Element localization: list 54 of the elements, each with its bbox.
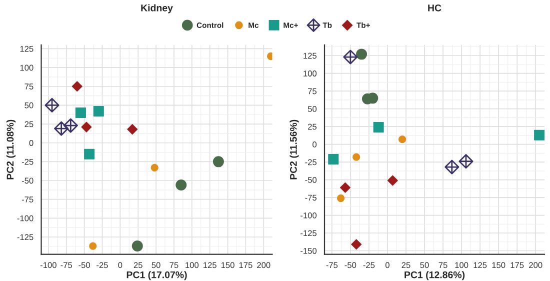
y-tick-label: -25 <box>22 158 34 165</box>
x-tick-label: -50 <box>78 262 90 268</box>
chart-title: Kidney <box>141 4 173 14</box>
x-tick-label: 200 <box>257 262 270 268</box>
x-tick-label: -100 <box>40 262 56 268</box>
x-tick-label: 50 <box>152 262 160 268</box>
x-tick-label: 0 <box>118 262 122 268</box>
x-tick-label: 50 <box>420 262 429 268</box>
x-axis-title: PC1 (12.86%) <box>404 271 465 280</box>
y-tick-label: -125 <box>17 234 34 240</box>
x-tick-label: 200 <box>529 262 542 268</box>
y-tick-label: 0 <box>29 140 34 146</box>
x-tick-label: 175 <box>239 262 252 268</box>
x-tick-label: -75 <box>60 262 72 268</box>
x-tick-label: 175 <box>510 262 524 268</box>
x-tick-label: 75 <box>170 262 178 268</box>
chart-title: HC <box>428 4 442 12</box>
y-tick-label: -75 <box>305 194 317 201</box>
x-tick-label: 150 <box>221 262 234 268</box>
y-tick-label: -100 <box>17 215 34 222</box>
y-tick-label: -150 <box>300 248 317 254</box>
x-tick-label: -25 <box>96 262 108 268</box>
y-tick-label: 125 <box>304 52 317 59</box>
y-tick-label: -75 <box>22 196 34 202</box>
y-tick-label: 0 <box>312 142 317 148</box>
x-tick-label: -50 <box>344 262 356 268</box>
x-tick-label: 75 <box>438 262 448 268</box>
y-tick-label: -25 <box>305 159 317 166</box>
x-tick-label: 25 <box>402 262 410 268</box>
x-tick-label: 100 <box>186 262 199 268</box>
y-tick-label: 25 <box>308 124 317 130</box>
x-tick-label: 125 <box>474 262 487 268</box>
x-tick-label: 100 <box>455 262 468 268</box>
y-tick-label: 75 <box>24 84 34 90</box>
y-axis-title: PC2 (11.08%) <box>6 120 16 180</box>
y-tick-label: 100 <box>20 64 34 71</box>
y-tick-label: 50 <box>24 102 34 108</box>
y-tick-label: -100 <box>300 212 317 218</box>
x-tick-label: -75 <box>326 262 338 268</box>
x-axis-title: PC1 (17.07%) <box>126 271 187 280</box>
y-tick-label: 75 <box>308 88 317 94</box>
x-tick-label: 150 <box>492 262 506 268</box>
y-tick-label: 25 <box>24 121 34 128</box>
y-axis-title: PC2 (11.56%) <box>290 120 299 180</box>
x-tick-label: 25 <box>134 262 142 268</box>
y-tick-label: 50 <box>308 106 317 112</box>
x-tick-label: -25 <box>363 262 375 268</box>
y-tick-label: 100 <box>304 70 317 76</box>
x-tick-label: 125 <box>204 262 216 268</box>
y-tick-label: -50 <box>305 176 317 183</box>
x-tick-label: 0 <box>385 262 390 268</box>
y-tick-label: 125 <box>20 46 34 52</box>
y-tick-label: -50 <box>22 178 34 184</box>
y-tick-label: -125 <box>300 230 317 236</box>
